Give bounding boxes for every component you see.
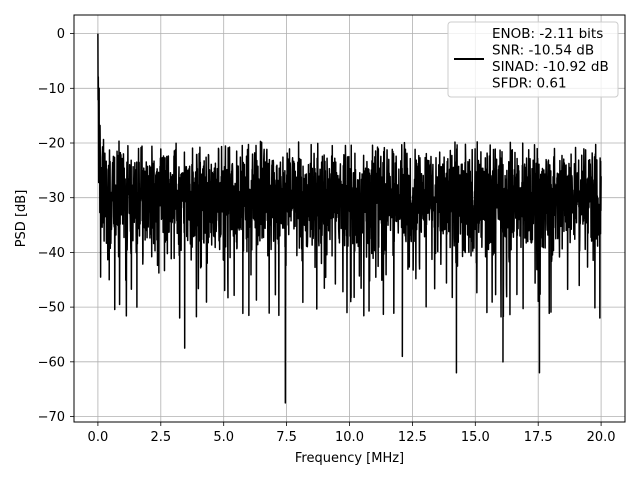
x-tick-label: 0.0 bbox=[88, 430, 109, 445]
y-axis-label: PSD [dB] bbox=[14, 190, 29, 248]
y-axis: 0 −10 −20 −30 −40 −50 −60 −70 bbox=[38, 27, 74, 425]
y-tick-label: −10 bbox=[38, 82, 65, 97]
x-tick-label: 15.0 bbox=[461, 430, 490, 445]
x-tick-label: 17.5 bbox=[524, 430, 553, 445]
psd-series-line bbox=[97, 33, 602, 404]
y-tick-label: −70 bbox=[38, 410, 65, 425]
y-tick-label: −60 bbox=[38, 355, 65, 370]
x-tick-label: 12.5 bbox=[398, 430, 427, 445]
legend: ENOB: -2.11 bits SNR: -10.54 dB SINAD: -… bbox=[447, 21, 619, 98]
y-tick-label: −40 bbox=[38, 246, 65, 261]
legend-entry: SNR: -10.54 dB bbox=[492, 43, 594, 59]
y-tick-label: −20 bbox=[38, 137, 65, 152]
y-tick-label: −50 bbox=[38, 301, 65, 316]
x-tick-label: 2.5 bbox=[150, 430, 171, 445]
legend-entry: SINAD: -10.92 dB bbox=[492, 59, 609, 75]
x-tick-label: 7.5 bbox=[276, 430, 297, 445]
legend-entry: SFDR: 0.61 bbox=[492, 76, 567, 92]
series-group bbox=[97, 33, 602, 404]
x-axis-label: Frequency [MHz] bbox=[295, 451, 404, 466]
x-tick-label: 10.0 bbox=[335, 430, 364, 445]
legend-box bbox=[447, 21, 619, 98]
x-axis: 0.0 2.5 5.0 7.5 10.0 12.5 15.0 17.5 20.0 bbox=[88, 422, 616, 445]
x-tick-label: 5.0 bbox=[213, 430, 234, 445]
y-tick-label: 0 bbox=[57, 27, 65, 42]
x-tick-label: 20.0 bbox=[587, 430, 616, 445]
legend-entry: ENOB: -2.11 bits bbox=[492, 26, 603, 42]
y-tick-label: −30 bbox=[38, 191, 65, 206]
